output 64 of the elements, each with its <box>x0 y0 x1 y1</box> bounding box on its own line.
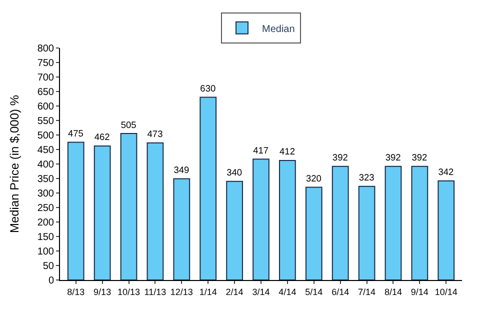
data-label: 392 <box>385 152 401 163</box>
data-label: 392 <box>332 152 348 163</box>
data-label: 473 <box>147 129 163 140</box>
x-tick-label: 8/13 <box>67 286 85 297</box>
y-tick-label: 0 <box>48 276 54 286</box>
data-label: 349 <box>174 165 190 176</box>
data-label: 392 <box>412 152 428 163</box>
data-label: 505 <box>120 120 136 130</box>
y-tick-label: 600 <box>37 102 54 112</box>
data-label: 475 <box>68 128 84 138</box>
x-tick-label: 1/14 <box>199 286 217 297</box>
x-tick-label: 2/14 <box>226 286 244 297</box>
y-tick-label: 650 <box>37 87 54 98</box>
y-tick-label: 400 <box>37 160 54 170</box>
bar <box>279 160 296 280</box>
data-label: 342 <box>438 167 454 178</box>
x-tick-label: 8/14 <box>384 286 402 297</box>
bar <box>332 166 349 280</box>
bar <box>226 180 243 280</box>
y-tick-label: 700 <box>37 72 54 84</box>
x-tick-label: 5/14 <box>305 286 323 297</box>
bar <box>120 133 138 280</box>
bar <box>200 96 217 280</box>
y-tick-label: 800 <box>37 44 54 54</box>
x-tick-label: 11/13 <box>144 286 166 297</box>
bar <box>173 178 190 280</box>
bar <box>146 142 164 280</box>
y-tick-label: 250 <box>37 203 54 214</box>
y-axis-title: Median Price (in $,000) % <box>8 94 22 234</box>
x-tick-label: 4/14 <box>278 286 296 297</box>
y-tick-label: 550 <box>37 116 54 127</box>
y-tick-label: 50 <box>42 261 54 272</box>
y-tick-label: 450 <box>37 145 54 156</box>
y-tick-label: 350 <box>37 174 54 185</box>
y-tick-label: 150 <box>37 232 54 243</box>
x-tick-label: 7/14 <box>358 286 376 297</box>
x-tick-label: 3/14 <box>252 286 270 297</box>
data-label: 320 <box>306 173 322 184</box>
bar <box>411 166 428 280</box>
bar <box>438 180 455 280</box>
y-tick-label: 500 <box>37 130 54 142</box>
bar <box>94 146 111 280</box>
x-tick-label: 12/13 <box>170 286 193 297</box>
legend-label: Median <box>262 24 295 35</box>
data-label: 412 <box>280 146 295 157</box>
y-tick-label: 200 <box>37 218 54 228</box>
data-label: 462 <box>94 132 110 142</box>
y-tick-label: 750 <box>37 58 54 69</box>
y-tick-label: 300 <box>37 188 54 200</box>
x-tick-label: 10/13 <box>117 286 140 297</box>
bar <box>305 186 322 280</box>
bar <box>67 142 84 280</box>
y-tick-label: 100 <box>37 246 54 258</box>
data-label: 630 <box>200 84 216 94</box>
x-tick-label: 10/14 <box>434 286 458 297</box>
bar <box>252 158 270 280</box>
x-tick-label: 9/14 <box>410 286 428 297</box>
bar <box>358 186 376 280</box>
x-tick-label: 9/13 <box>94 286 112 297</box>
x-tick-label: 6/14 <box>332 286 350 297</box>
bar <box>384 166 402 280</box>
data-label: 417 <box>253 145 269 156</box>
data-label: 340 <box>226 168 242 178</box>
data-label: 323 <box>358 172 374 183</box>
